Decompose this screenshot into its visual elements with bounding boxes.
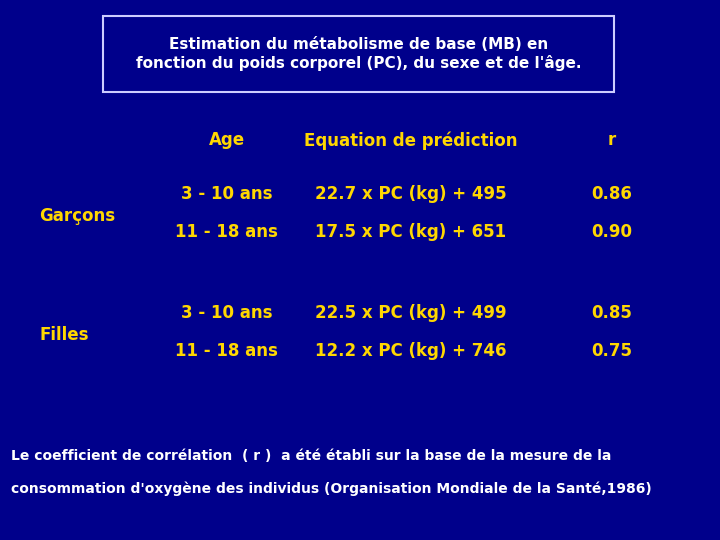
Text: Age: Age — [209, 131, 245, 150]
Text: 0.90: 0.90 — [592, 223, 632, 241]
Text: Le coefficient de corrélation  ( r )  a été établi sur la base de la mesure de l: Le coefficient de corrélation ( r ) a ét… — [11, 449, 611, 463]
Text: Equation de prédiction: Equation de prédiction — [304, 131, 517, 150]
Text: 0.85: 0.85 — [592, 304, 632, 322]
Text: r: r — [608, 131, 616, 150]
Text: 12.2 x PC (kg) + 746: 12.2 x PC (kg) + 746 — [315, 342, 506, 360]
Text: 0.75: 0.75 — [592, 342, 632, 360]
Text: 3 - 10 ans: 3 - 10 ans — [181, 185, 273, 204]
Text: 11 - 18 ans: 11 - 18 ans — [176, 342, 278, 360]
Text: 0.86: 0.86 — [592, 185, 632, 204]
Text: 17.5 x PC (kg) + 651: 17.5 x PC (kg) + 651 — [315, 223, 506, 241]
Text: consommation d'oxygène des individus (Organisation Mondiale de la Santé,1986): consommation d'oxygène des individus (Or… — [11, 482, 652, 496]
Text: Garçons: Garçons — [40, 207, 116, 225]
Text: Filles: Filles — [40, 326, 89, 344]
Text: 22.5 x PC (kg) + 499: 22.5 x PC (kg) + 499 — [315, 304, 506, 322]
Text: Estimation du métabolisme de base (MB) en
fonction du poids corporel (PC), du se: Estimation du métabolisme de base (MB) e… — [136, 37, 581, 71]
Text: 11 - 18 ans: 11 - 18 ans — [176, 223, 278, 241]
Text: 3 - 10 ans: 3 - 10 ans — [181, 304, 273, 322]
Text: 22.7 x PC (kg) + 495: 22.7 x PC (kg) + 495 — [315, 185, 506, 204]
FancyBboxPatch shape — [103, 16, 614, 92]
